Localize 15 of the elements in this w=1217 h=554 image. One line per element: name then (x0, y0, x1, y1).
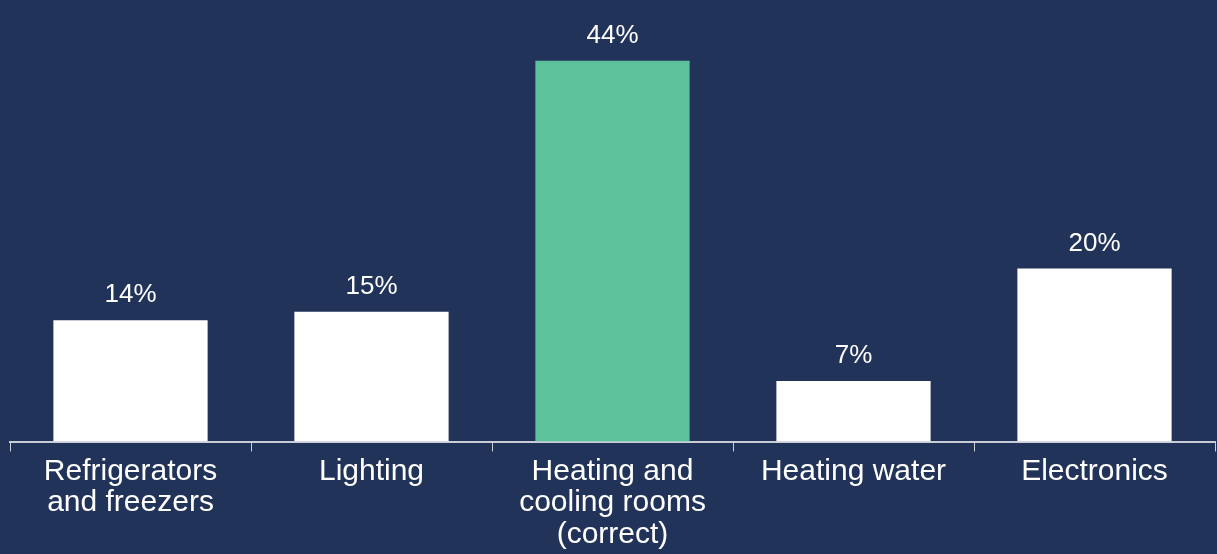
x-tick-label: Refrigerators and freezers (43, 452, 218, 518)
data-label: 15% (345, 269, 398, 300)
x-tick-label: Heating and cooling rooms (correct) (519, 452, 706, 549)
bar (1017, 268, 1172, 442)
x-tick-label: Lighting (318, 452, 425, 486)
bar (53, 320, 208, 442)
bar (535, 60, 690, 442)
data-label: 14% (104, 278, 157, 309)
bar (294, 311, 449, 442)
data-label: 44% (586, 18, 639, 49)
data-label: 7% (834, 339, 873, 370)
x-tick-label: Electronics (1021, 452, 1168, 486)
data-label: 20% (1068, 226, 1121, 257)
x-tick-label: Heating water (760, 452, 947, 486)
bar (776, 380, 931, 442)
